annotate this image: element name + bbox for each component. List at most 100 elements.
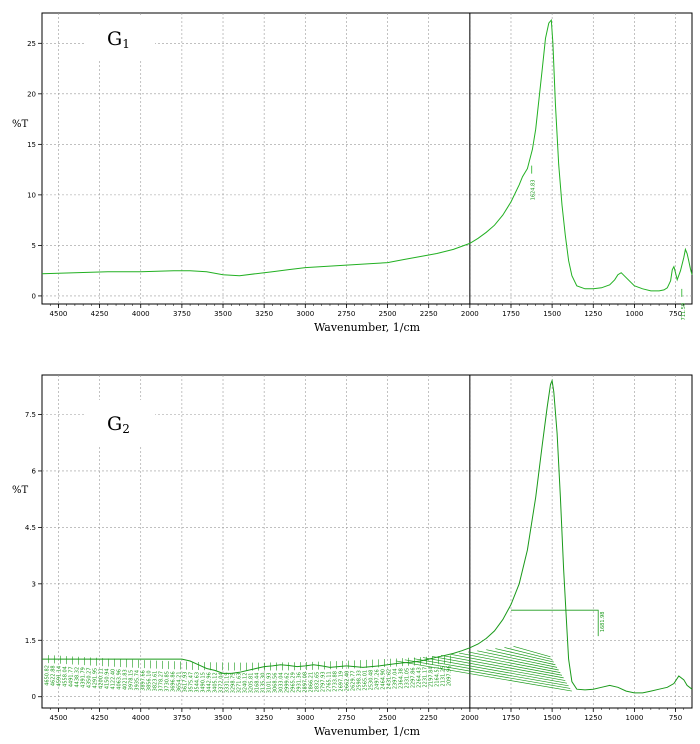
peak-label: 2897.08 <box>303 672 309 693</box>
peak-leader-line <box>477 650 558 668</box>
x-tick-label: 4500 <box>50 310 68 318</box>
peak-label: 3271.63 <box>237 673 243 694</box>
peak-label: 4391.79 <box>81 667 87 688</box>
peak-label: 3331.19 <box>225 672 231 693</box>
peak-label: 2999.62 <box>285 672 291 693</box>
peak-leader-line <box>495 648 554 663</box>
peak-label: 3168.44 <box>255 673 261 694</box>
peak-label: 2866.21 <box>309 672 315 693</box>
peak-label: 2131.25 <box>441 666 447 687</box>
peak-label: 3372.04 <box>219 672 225 693</box>
peak-leader-line <box>459 652 561 673</box>
x-tick-label: 1250 <box>584 310 602 318</box>
panel-g1: 4500 4250 4000 3750 3500 3250 3000 2750 2500 2250… <box>12 12 693 334</box>
x-tick-label: 2500 <box>379 714 397 722</box>
x-tick-label: 4500 <box>50 714 68 722</box>
y-tick-label: 4.5 <box>25 524 36 532</box>
x-tick-label: 3000 <box>296 714 314 722</box>
peak-leader-line <box>468 651 559 671</box>
peak-label: 3897.66 <box>141 670 147 691</box>
panel-label: G1 <box>107 28 130 51</box>
peak-label: 3490.15 <box>201 672 207 693</box>
peak-leader-line <box>395 660 572 692</box>
peak-label: 3135.30 <box>261 673 267 694</box>
annotation-leader <box>510 609 599 637</box>
x-tick-label: 2250 <box>420 714 438 722</box>
peak-label: 2097.96 <box>447 665 453 686</box>
panel-label-letter: G <box>107 28 122 50</box>
peak-label: 4291.95 <box>93 668 99 689</box>
x-tick-label: 3750 <box>173 714 191 722</box>
peak-label: 2497.26 <box>375 669 381 690</box>
y-tick-label: 3 <box>32 580 36 588</box>
peak-label: 3654.21 <box>177 671 183 692</box>
x-tick-label: 2250 <box>420 310 438 318</box>
peak-label: 2832.65 <box>315 672 321 693</box>
x-tick-label: 1250 <box>584 714 602 722</box>
x-axis-label: Wavenumber, 1/cm <box>314 725 421 738</box>
peak-label: 2530.48 <box>369 670 375 691</box>
peak-label: 3575.47 <box>189 672 195 693</box>
peak-annotation: 1624.83 <box>531 180 537 201</box>
peak-label: 3442.96 <box>207 672 213 693</box>
x-tick-label: 4250 <box>91 714 109 722</box>
panel-label-subscript: 1 <box>122 37 130 51</box>
peak-label: 2231.17 <box>423 667 429 688</box>
panel-label: G2 <box>107 413 130 436</box>
peak-label: 2965.29 <box>291 672 297 693</box>
x-tick-label: 2000 <box>461 310 479 318</box>
peak-label: 2629.77 <box>351 670 357 691</box>
y-tick-label: 7.5 <box>25 411 36 419</box>
peak-label: 2197.84 <box>429 666 435 687</box>
peak-leader-line <box>513 645 551 658</box>
peak-label: 2662.40 <box>345 671 351 692</box>
peak-label: 4558.04 <box>63 666 69 687</box>
peak-label: 3405.12 <box>213 672 219 693</box>
peak-label: 4438.32 <box>75 667 81 688</box>
peak-label: 4200.11 <box>99 668 105 689</box>
x-tick-label: 2750 <box>338 310 356 318</box>
peak-label: 3240.12 <box>243 673 249 694</box>
x-tick-label: 1750 <box>502 310 520 318</box>
x-tick-label: 1750 <box>502 714 520 722</box>
x-tick-label: 750 <box>669 714 682 722</box>
y-tick-label: 20 <box>27 90 36 98</box>
x-tick-label: 3750 <box>173 310 191 318</box>
y-tick-label: 6 <box>32 467 37 475</box>
x-tick-label: 3250 <box>255 310 273 318</box>
peak-label: 2364.38 <box>399 668 405 689</box>
peak-label: 3730.85 <box>165 671 171 692</box>
spectrum-line <box>41 18 693 292</box>
peak-label: 3033.04 <box>279 672 285 693</box>
y-tick-label: 0 <box>32 292 36 300</box>
peak-label: 3978.15 <box>129 670 135 691</box>
peak-leader-line <box>404 659 571 689</box>
peak-label: 3101.93 <box>267 673 273 694</box>
peak-leader-line <box>504 647 553 660</box>
peak-label: 2264.43 <box>417 667 423 688</box>
peak-label: 2297.86 <box>411 667 417 688</box>
x-tick-label: 3000 <box>296 310 314 318</box>
peak-leader-line <box>440 654 564 679</box>
y-tick-label: 5 <box>32 242 36 250</box>
peak-label: 4650.82 <box>45 665 51 686</box>
peak-label: 3935.74 <box>135 670 141 691</box>
peak-label: 2331.05 <box>405 668 411 689</box>
peak-label: 4622.88 <box>51 665 57 686</box>
y-tick-label: 25 <box>27 40 36 48</box>
x-tick-label: 3500 <box>214 310 232 318</box>
peak-label: 4591.14 <box>57 666 63 687</box>
peak-label: 3696.86 <box>171 671 177 692</box>
x-tick-label: 4000 <box>132 714 150 722</box>
peak-annotation: 1681.98 <box>600 611 606 632</box>
y-tick-label: 10 <box>27 191 36 199</box>
peak-label: 2464.90 <box>381 669 387 690</box>
peak-label: 2565.01 <box>363 670 369 691</box>
peak-label: 4150.94 <box>105 668 111 689</box>
y-tick-label: 15 <box>27 141 36 149</box>
peak-label: 3544.63 <box>195 672 201 693</box>
peak-label: 2598.33 <box>357 670 363 691</box>
peak-label: 2765.11 <box>327 671 333 692</box>
y-tick-label: 0 <box>32 693 36 701</box>
peak-annotation: 711.59 <box>681 303 687 321</box>
